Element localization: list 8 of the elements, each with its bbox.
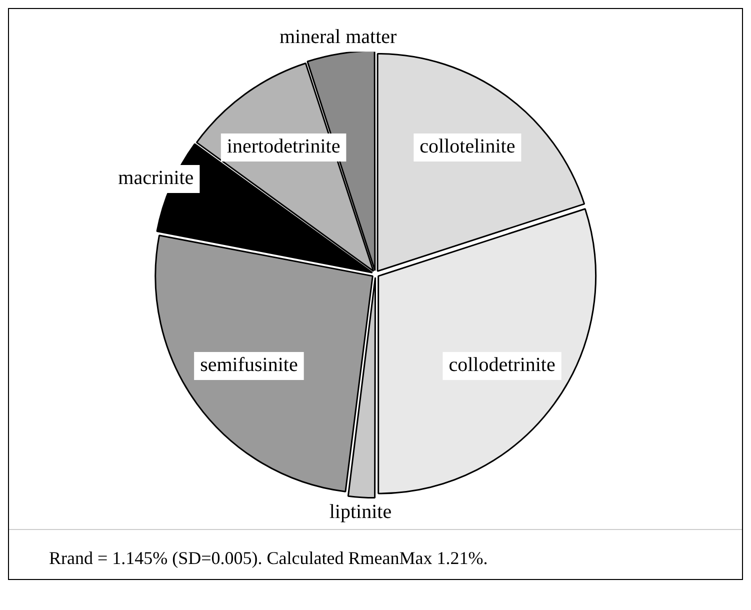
slice-label: collotelinite: [420, 136, 516, 158]
text: Rrand = 1.145% (SD=0.005). Calculated RmeanMax 1.21%.: [9, 529, 742, 579]
slice-label: mineral matter: [279, 26, 397, 48]
slice-label: macrinite: [118, 167, 194, 190]
slice-label: inertodetrinite: [226, 136, 340, 158]
slice-label: collodetrinite: [448, 354, 556, 376]
slice-label: liptinite: [329, 501, 392, 524]
slice-label: semifusinite: [200, 354, 298, 376]
